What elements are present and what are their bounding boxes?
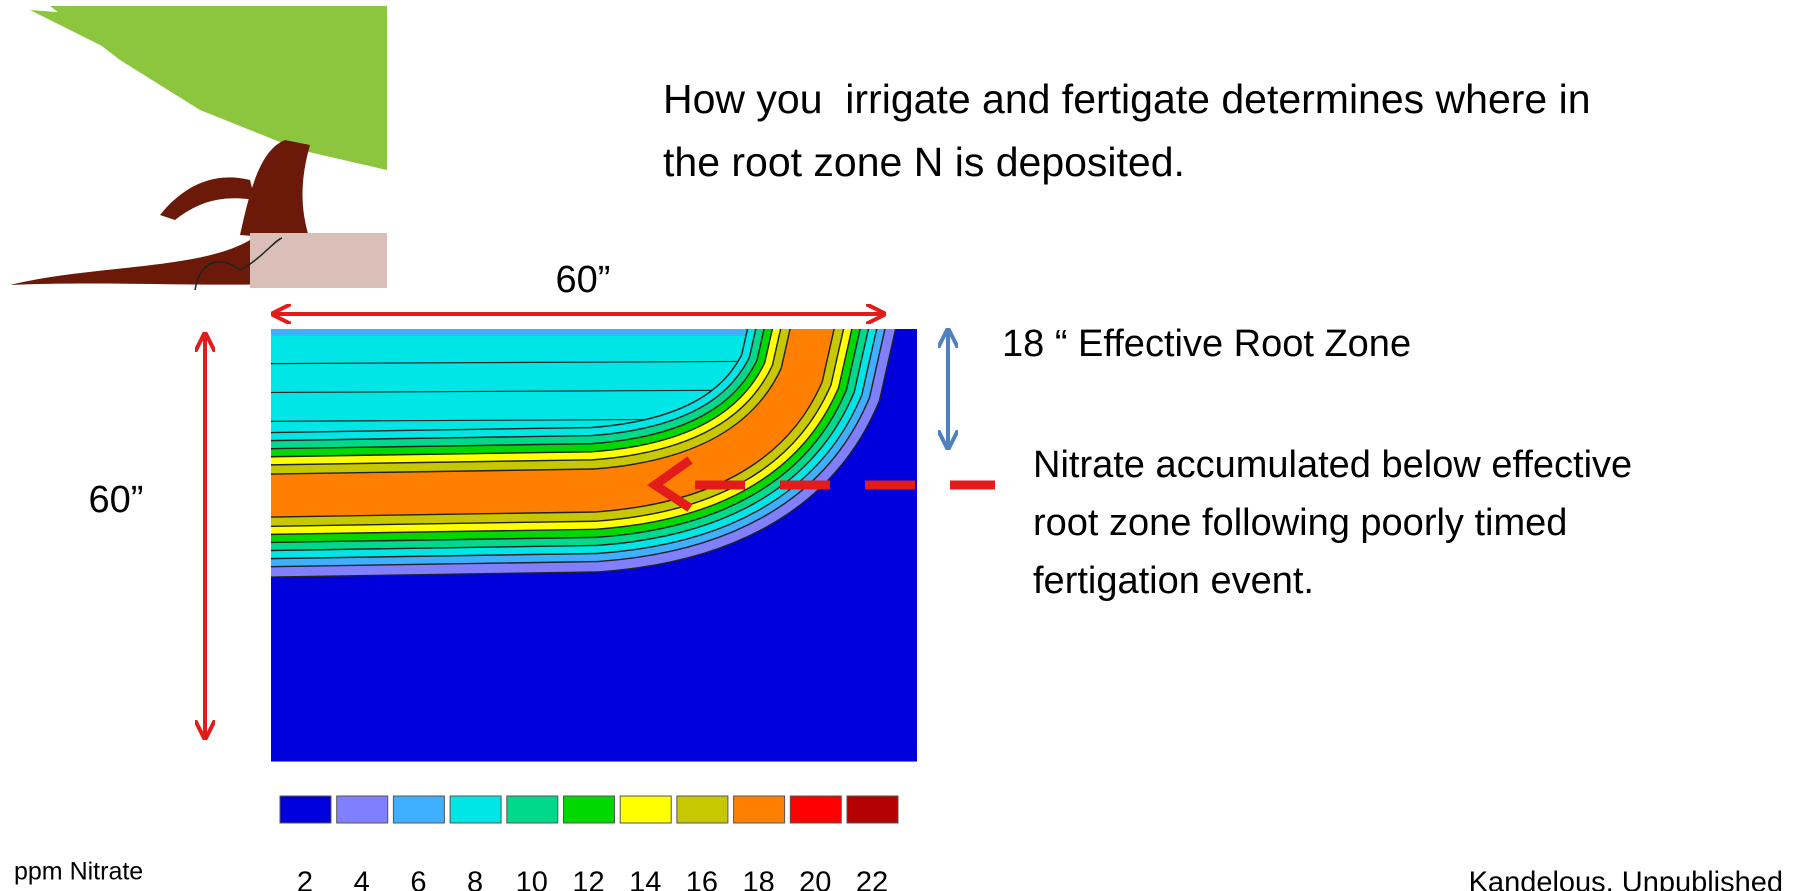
legend-level: 20 xyxy=(799,867,831,891)
legend-swatch xyxy=(392,795,445,824)
legend-level: 10 xyxy=(516,867,548,891)
legend-swatch xyxy=(563,795,615,824)
legend-level: 22 xyxy=(856,867,888,891)
contour-band xyxy=(271,329,834,517)
depth-label: 60” xyxy=(89,479,144,521)
contour-line xyxy=(271,360,769,365)
legend-level: 12 xyxy=(572,867,604,891)
color-legend: 2 4 6 8 10 12 14 16 18 20 22 xyxy=(279,795,899,891)
legend-swatch xyxy=(506,795,559,824)
annotation-line: Nitrate accumulated below effective xyxy=(1033,444,1632,486)
contour-line xyxy=(271,389,760,394)
legend-level: 14 xyxy=(629,867,661,891)
contour-band xyxy=(271,329,814,336)
legend-swatch xyxy=(846,795,899,824)
nitrate-contour-plot xyxy=(271,329,918,762)
legend-level: 6 xyxy=(410,867,426,891)
legend-title: ppm Nitrate xyxy=(14,858,143,886)
root-zone-label: 18 “ Effective Root Zone xyxy=(1002,323,1411,365)
annotation-line: fertigation event. xyxy=(1033,560,1314,602)
tree-logo xyxy=(10,6,387,291)
title-line: the root zone N is deposited. xyxy=(663,139,1185,185)
legend-swatch xyxy=(789,795,842,824)
legend-swatch xyxy=(279,795,332,824)
legend-level: 2 xyxy=(297,867,313,891)
credit: Kandelous, Unpublished xyxy=(1469,867,1783,891)
legend-level: 8 xyxy=(467,867,483,891)
legend-swatch xyxy=(733,795,786,824)
legend-swatch xyxy=(336,795,389,824)
legend-swatch xyxy=(449,795,502,824)
annotation-line: root zone following poorly timed xyxy=(1033,502,1567,544)
title-line: How you irrigate and fertigate determine… xyxy=(663,76,1591,122)
legend-swatch xyxy=(676,795,729,824)
legend-swatch xyxy=(619,795,672,824)
legend-level: 16 xyxy=(686,867,718,891)
width-label: 60” xyxy=(556,259,611,301)
legend-level: 4 xyxy=(354,867,370,891)
legend-level: 18 xyxy=(742,867,774,891)
pointer-head xyxy=(647,456,693,512)
